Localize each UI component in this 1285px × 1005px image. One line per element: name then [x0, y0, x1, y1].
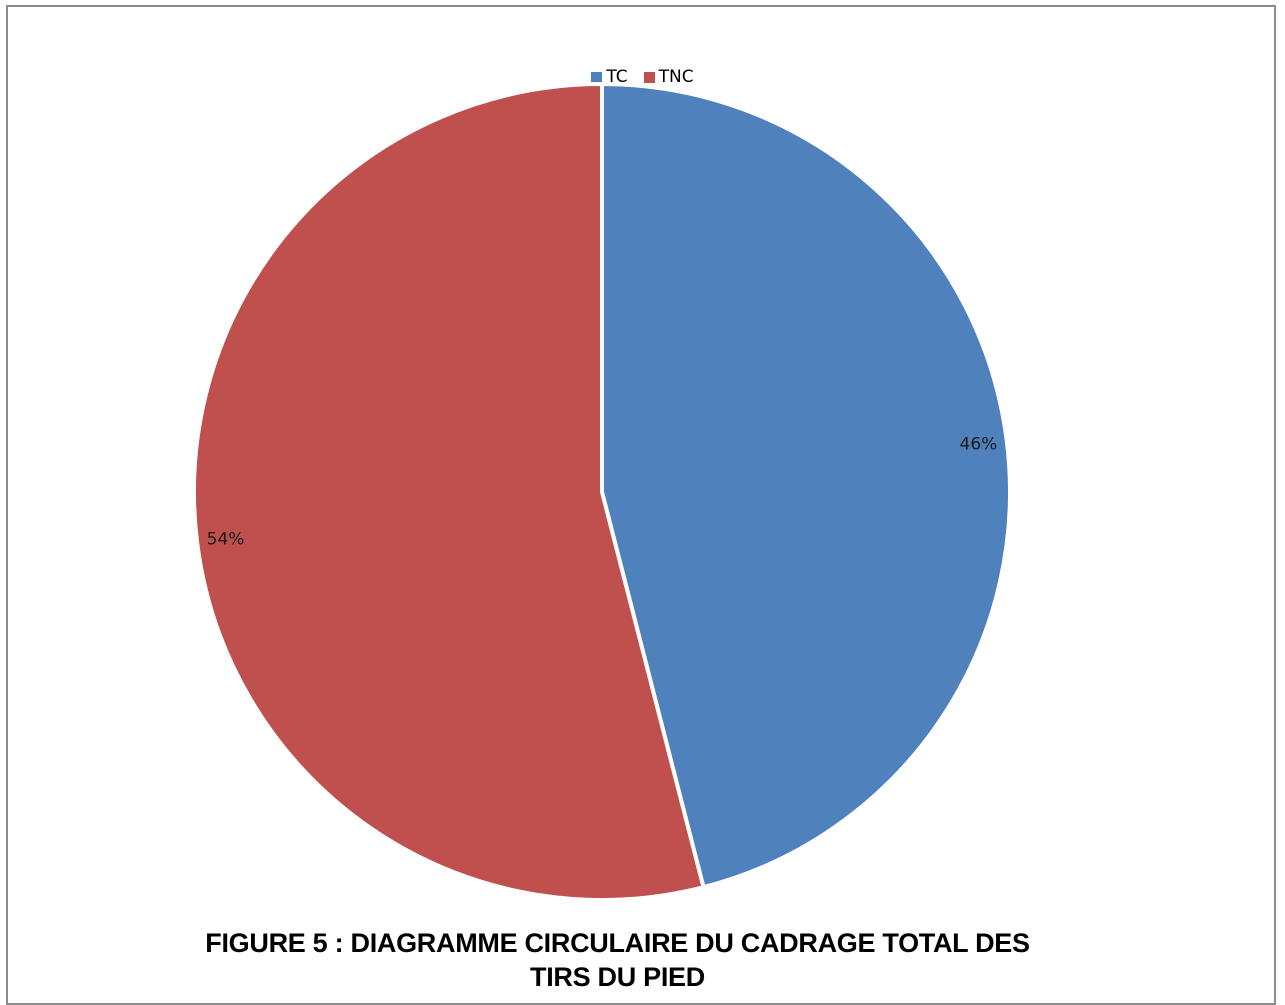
figure-caption-line2: TIRS DU PIED	[530, 962, 705, 992]
legend-swatch-tc	[591, 71, 603, 83]
pie-slice-tc	[600, 82, 1012, 890]
pie-label-tnc: 54%	[207, 530, 245, 550]
chart-legend: TC TNC	[0, 66, 1285, 88]
pie-slice-tnc	[192, 82, 706, 902]
legend-item-tnc: TNC	[643, 67, 694, 87]
pie-label-tc: 46%	[960, 434, 998, 454]
legend-label-tnc: TNC	[658, 67, 694, 87]
legend-swatch-tnc	[643, 71, 655, 83]
figure-caption: FIGURE 5 : DIAGRAMME CIRCULAIRE DU CADRA…	[0, 926, 1235, 994]
figure-caption-line1: FIGURE 5 : DIAGRAMME CIRCULAIRE DU CADRA…	[205, 928, 1030, 958]
legend-label-tc: TC	[606, 67, 628, 87]
legend-item-tc: TC	[591, 67, 628, 87]
pie-slices	[192, 82, 1012, 902]
pie-labels: 46% 54%	[207, 434, 998, 549]
